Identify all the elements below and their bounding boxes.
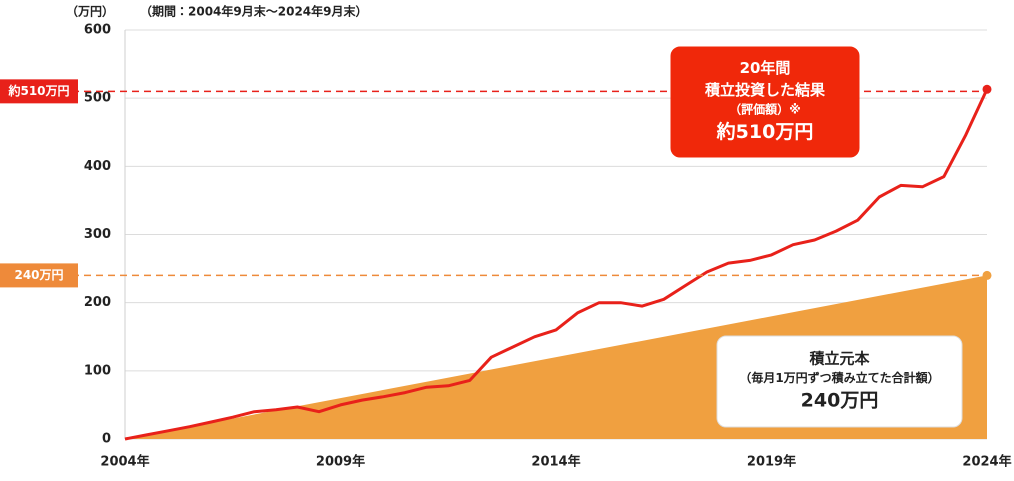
y-tick-label: 400 — [84, 159, 111, 174]
x-tick-label: 2004年 — [100, 454, 149, 470]
annotation-box — [670, 46, 860, 158]
y-tick-label: 0 — [102, 432, 111, 447]
x-tick-label: 2019年 — [747, 454, 796, 470]
x-tick-label: 2014年 — [531, 454, 580, 470]
annotation-box — [716, 335, 963, 428]
reference-tag — [0, 79, 78, 104]
annotation-text: 240万円 — [801, 390, 879, 412]
annotation-text: 約510万円 — [716, 120, 814, 143]
reference-label: 約510万円 — [7, 83, 69, 98]
chart-subtitle: （期間：2004年9月末～2024年9月末） — [140, 4, 368, 19]
y-tick-label: 100 — [84, 363, 111, 378]
y-tick-label: 300 — [84, 227, 111, 242]
reference-tag — [0, 263, 78, 288]
reference-label: 240万円 — [14, 268, 63, 282]
annotation-text: 積立投資した結果 — [704, 81, 826, 99]
x-tick-label: 2009年 — [316, 454, 365, 470]
end-dot — [982, 84, 992, 94]
annotation-text: （評価額）※ — [729, 101, 801, 116]
y-tick-label: 600 — [84, 23, 111, 38]
annotation-text: 積立元本 — [808, 350, 870, 368]
y-tick-label: 200 — [84, 295, 111, 310]
end-dot — [982, 270, 992, 280]
y-tick-label: 500 — [84, 91, 111, 106]
y-unit: （万円） — [66, 4, 114, 19]
x-tick-label: 2024年 — [962, 454, 1011, 470]
line — [124, 88, 989, 441]
annotation-text: 20年間 — [740, 59, 791, 77]
annotation-text: （毎月1万円ずつ積み立てた合計額） — [739, 370, 939, 385]
